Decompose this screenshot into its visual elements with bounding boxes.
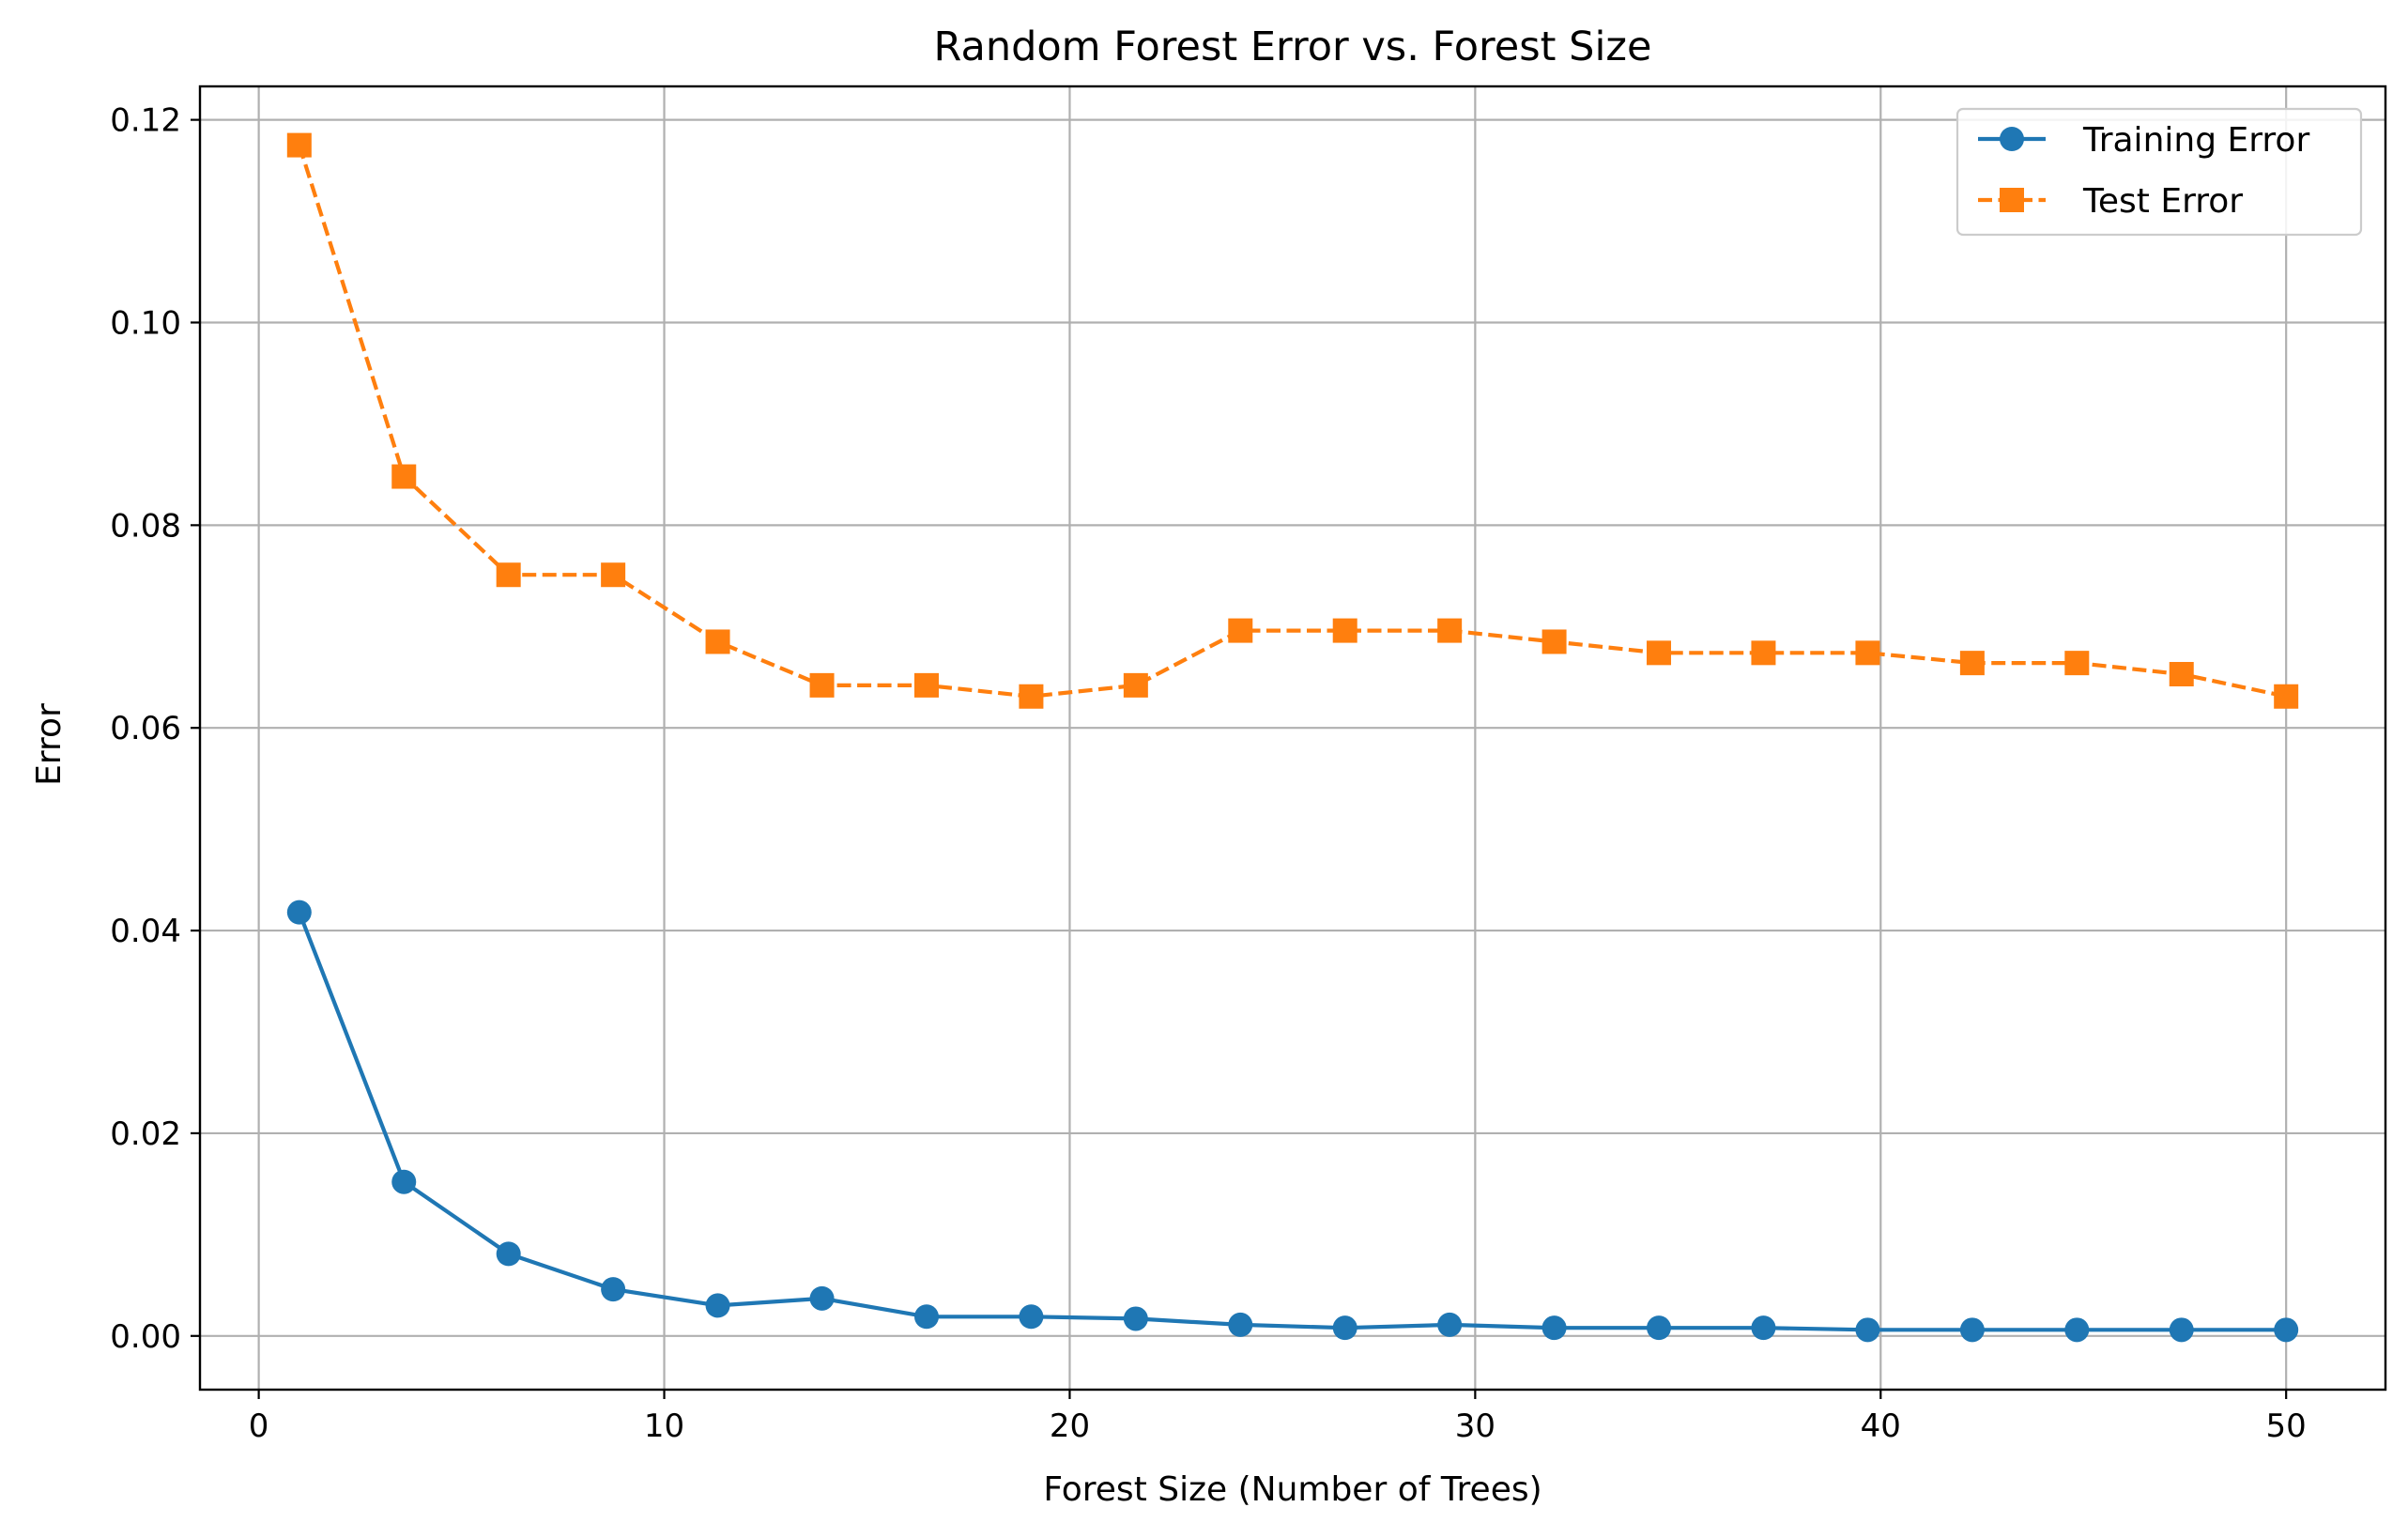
data-point-training-error	[1123, 1306, 1148, 1331]
legend-box	[1956, 107, 2363, 237]
x-tick-label: 40	[1861, 1407, 1901, 1445]
legend-item-training-error: Training Error	[1978, 121, 2309, 160]
data-point-test-error	[391, 464, 417, 489]
data-point-test-error	[1647, 640, 1672, 666]
series-line-training-error	[297, 911, 2287, 1332]
data-point-test-error	[496, 562, 521, 588]
data-point-training-error	[1332, 1315, 1357, 1341]
legend-marker	[2000, 188, 2024, 212]
data-point-training-error	[809, 1285, 835, 1311]
data-point-test-error	[809, 672, 835, 698]
data-point-test-error	[1959, 651, 1985, 676]
data-point-training-error	[913, 1304, 939, 1330]
series-training-error	[286, 900, 2299, 1343]
y-tick-label: 0.10	[110, 304, 181, 342]
data-point-training-error	[1437, 1312, 1463, 1337]
y-tick-label: 0.04	[110, 913, 181, 950]
data-point-test-error	[913, 672, 939, 698]
data-point-test-error	[286, 132, 312, 158]
axes: 0 10 20 30 40 50 0.00 0.02 0.04 0.06 0.08 0.10 0.12	[110, 85, 2387, 1445]
data-point-training-error	[1019, 1304, 1044, 1330]
data-point-test-error	[601, 562, 626, 588]
data-point-training-error	[2064, 1317, 2090, 1343]
x-tick-label: 30	[1455, 1407, 1495, 1445]
data-point-test-error	[1019, 684, 1044, 709]
y-tick-label: 0.00	[110, 1318, 181, 1356]
data-point-test-error	[2064, 651, 2090, 676]
data-point-training-error	[391, 1169, 417, 1194]
x-tick-label: 20	[1050, 1407, 1090, 1445]
data-point-test-error	[2274, 684, 2299, 709]
data-point-training-error	[1855, 1317, 1880, 1343]
data-point-training-error	[1647, 1315, 1672, 1341]
y-tick-label: 0.06	[110, 710, 181, 747]
data-point-test-error	[1228, 618, 1253, 643]
data-point-training-error	[286, 900, 312, 925]
data-point-test-error	[1541, 629, 1567, 654]
x-tick-label: 0	[249, 1407, 269, 1445]
x-axis-label: Forest Size (Number of Trees)	[1043, 1470, 1541, 1509]
x-tick-label: 50	[2266, 1407, 2307, 1445]
data-point-training-error	[1751, 1315, 1776, 1341]
data-point-training-error	[1228, 1312, 1253, 1337]
y-tick-label: 0.08	[110, 507, 181, 545]
y-tick-label: 0.12	[110, 102, 181, 140]
data-point-training-error	[2274, 1317, 2299, 1343]
series-line-test-error	[297, 144, 2287, 699]
data-point-training-error	[601, 1277, 626, 1302]
data-point-training-error	[1541, 1315, 1567, 1341]
legend-label: Training Error	[2082, 121, 2309, 160]
data-point-test-error	[1437, 618, 1463, 643]
legend: Training Error Test Error	[1956, 107, 2363, 237]
legend-item-test-error: Test Error	[1978, 182, 2243, 221]
legend-marker	[2000, 127, 2024, 151]
data-point-test-error	[2169, 662, 2194, 687]
data-point-test-error	[705, 629, 730, 654]
y-tick-label: 0.02	[110, 1115, 181, 1153]
data-point-training-error	[2169, 1317, 2194, 1343]
data-point-test-error	[1751, 640, 1776, 666]
grid	[200, 86, 2385, 1390]
series-test-error	[286, 132, 2299, 709]
data-point-test-error	[1855, 640, 1880, 666]
data-point-test-error	[1123, 672, 1148, 698]
data-point-test-error	[1332, 618, 1357, 643]
chart-title: Random Forest Error vs. Forest Size	[934, 23, 1652, 70]
plot-frame	[198, 85, 2387, 1392]
plot-series	[286, 132, 2299, 1343]
data-point-training-error	[705, 1293, 730, 1318]
data-point-training-error	[1959, 1317, 1985, 1343]
legend-label: Test Error	[2082, 182, 2243, 221]
x-tick-label: 10	[644, 1407, 684, 1445]
data-point-training-error	[496, 1241, 521, 1267]
y-axis-label: Error	[30, 703, 69, 786]
